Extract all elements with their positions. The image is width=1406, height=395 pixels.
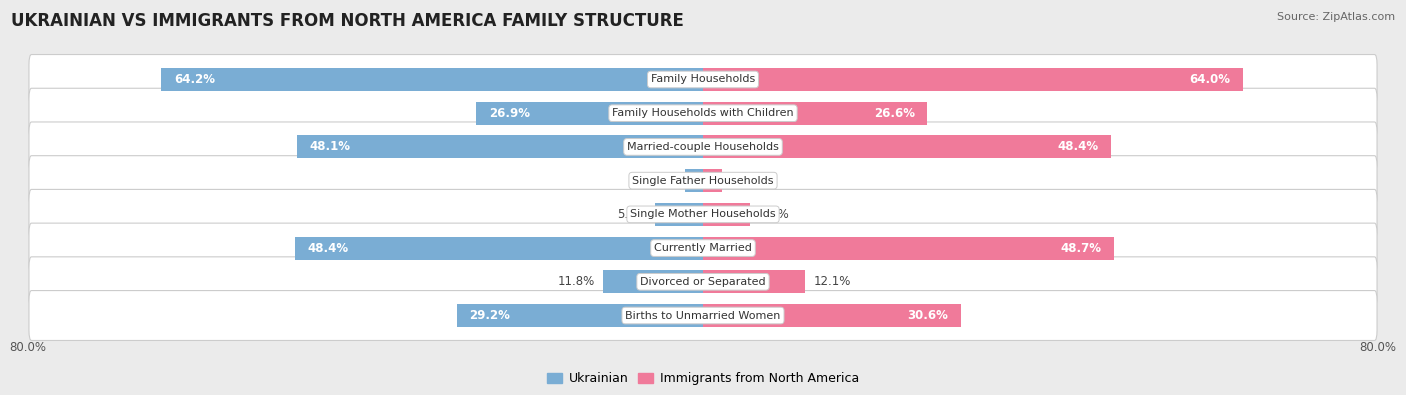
Text: Births to Unmarried Women: Births to Unmarried Women [626,310,780,320]
Bar [703,237,1114,260]
Bar [685,169,703,192]
Text: Family Households with Children: Family Households with Children [612,108,794,118]
Text: 5.6%: 5.6% [759,208,789,221]
Text: 48.7%: 48.7% [1060,242,1101,255]
Bar [477,102,703,125]
Text: 2.1%: 2.1% [647,174,676,187]
Text: 64.2%: 64.2% [174,73,215,86]
FancyBboxPatch shape [30,55,1376,104]
Text: 2.2%: 2.2% [730,174,759,187]
Text: 29.2%: 29.2% [470,309,510,322]
Text: 26.9%: 26.9% [489,107,530,120]
Bar [603,270,703,293]
Text: 48.4%: 48.4% [308,242,349,255]
Text: 26.6%: 26.6% [873,107,915,120]
FancyBboxPatch shape [30,257,1376,307]
Bar [703,135,1111,158]
Bar [703,304,962,327]
Text: 11.8%: 11.8% [558,275,595,288]
Bar [703,102,928,125]
FancyBboxPatch shape [30,88,1376,138]
FancyBboxPatch shape [30,156,1376,205]
Bar [703,203,751,226]
Bar [297,135,703,158]
Text: UKRAINIAN VS IMMIGRANTS FROM NORTH AMERICA FAMILY STRUCTURE: UKRAINIAN VS IMMIGRANTS FROM NORTH AMERI… [11,12,685,30]
FancyBboxPatch shape [30,223,1376,273]
FancyBboxPatch shape [30,122,1376,172]
FancyBboxPatch shape [30,291,1376,340]
Text: Married-couple Households: Married-couple Households [627,142,779,152]
Text: 30.6%: 30.6% [908,309,949,322]
Text: Single Mother Households: Single Mother Households [630,209,776,219]
Text: 48.1%: 48.1% [309,140,352,153]
Bar [703,270,806,293]
Text: 48.4%: 48.4% [1057,140,1098,153]
Text: 12.1%: 12.1% [814,275,851,288]
Text: Source: ZipAtlas.com: Source: ZipAtlas.com [1277,12,1395,22]
Text: Divorced or Separated: Divorced or Separated [640,277,766,287]
Bar [295,237,703,260]
FancyBboxPatch shape [30,190,1376,239]
Text: Currently Married: Currently Married [654,243,752,253]
Bar [703,68,1243,91]
Bar [457,304,703,327]
Text: 5.7%: 5.7% [617,208,647,221]
Bar [703,169,721,192]
Text: Single Father Households: Single Father Households [633,176,773,186]
Bar [162,68,703,91]
Text: 64.0%: 64.0% [1189,73,1230,86]
Bar [655,203,703,226]
Legend: Ukrainian, Immigrants from North America: Ukrainian, Immigrants from North America [543,367,863,390]
Text: Family Households: Family Households [651,75,755,85]
